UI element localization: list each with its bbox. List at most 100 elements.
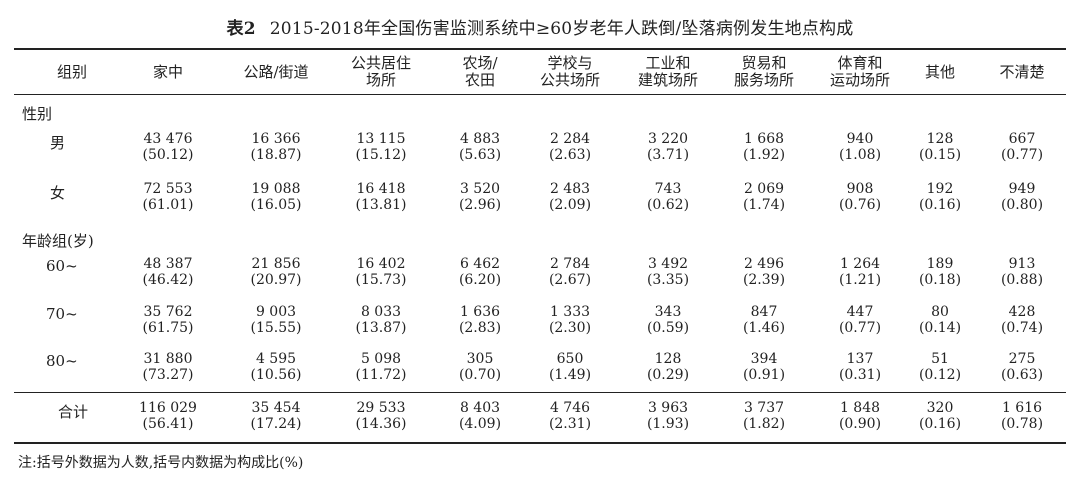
column-header: 公共居住 场所 xyxy=(350,54,411,89)
table-cell: 43 476 (50.12) xyxy=(118,131,218,163)
cell-percent: (15.12) xyxy=(355,147,407,163)
column-header: 组别 xyxy=(56,62,87,81)
cell-percent: (73.27) xyxy=(142,367,194,383)
table-cell: 80 (0.14) xyxy=(905,304,975,336)
table-cell: 29 533 (14.36) xyxy=(331,400,431,432)
table-cell: 1 333 (2.30) xyxy=(520,304,620,336)
table-cell: 3 737 (1.82) xyxy=(714,400,814,432)
cell-count: 650 xyxy=(556,351,584,367)
table-cell: 9 003 (15.55) xyxy=(221,304,331,336)
table-cell: 908 (0.76) xyxy=(810,181,910,213)
cell-count: 2 284 xyxy=(549,131,591,147)
cell-count: 913 xyxy=(1008,256,1036,272)
table-cell: 31 880 (73.27) xyxy=(118,351,218,383)
table-cell: 940 (1.08) xyxy=(810,131,910,163)
cell-percent: (3.35) xyxy=(646,272,690,288)
row-label: 80~ xyxy=(46,352,78,370)
cell-percent: (0.78) xyxy=(1000,416,1044,432)
cell-count: 3 492 xyxy=(647,256,689,272)
cell-count: 343 xyxy=(654,304,682,320)
cell-count: 847 xyxy=(750,304,778,320)
cell-percent: (61.75) xyxy=(142,320,194,336)
table-cell: 48 387 (46.42) xyxy=(118,256,218,288)
cell-percent: (0.16) xyxy=(918,197,962,213)
table-cell: 5 098 (11.72) xyxy=(331,351,431,383)
table-cell: 847 (1.46) xyxy=(714,304,814,336)
cell-count: 3 220 xyxy=(647,131,689,147)
cell-percent: (0.74) xyxy=(1000,320,1044,336)
cell-count: 447 xyxy=(846,304,874,320)
cell-percent: (11.72) xyxy=(355,367,407,383)
cell-count: 9 003 xyxy=(255,304,297,320)
cell-count: 743 xyxy=(654,181,682,197)
cell-percent: (0.80) xyxy=(1000,197,1044,213)
section-gender: 性别 xyxy=(22,105,53,123)
table-cell: 8 033 (13.87) xyxy=(331,304,431,336)
cell-percent: (0.90) xyxy=(838,416,882,432)
cell-percent: (13.87) xyxy=(355,320,407,336)
table-cell: 4 746 (2.31) xyxy=(520,400,620,432)
table-cell: 3 520 (2.96) xyxy=(435,181,525,213)
cell-percent: (1.74) xyxy=(742,197,786,213)
cell-count: 16 418 xyxy=(356,181,406,197)
cell-percent: (1.93) xyxy=(646,416,690,432)
cell-percent: (16.05) xyxy=(250,197,302,213)
table-cell: 128 (0.15) xyxy=(905,131,975,163)
table-note: 注:括号外数据为人数,括号内数据为构成比(%) xyxy=(18,455,304,471)
cell-count: 4 595 xyxy=(255,351,297,367)
table-cell: 116 029 (56.41) xyxy=(118,400,218,432)
cell-percent: (2.67) xyxy=(548,272,592,288)
cell-percent: (2.96) xyxy=(458,197,502,213)
cell-percent: (0.70) xyxy=(458,367,502,383)
cell-count: 1 264 xyxy=(839,256,881,272)
table-cell: 949 (0.80) xyxy=(977,181,1067,213)
table-cell: 743 (0.62) xyxy=(618,181,718,213)
total-rule xyxy=(14,392,1066,393)
column-header: 工业和 建筑场所 xyxy=(637,54,698,89)
cell-percent: (0.12) xyxy=(918,367,962,383)
table-cell: 16 366 (18.87) xyxy=(221,131,331,163)
cell-count: 428 xyxy=(1008,304,1036,320)
cell-percent: (0.31) xyxy=(838,367,882,383)
table-cell: 428 (0.74) xyxy=(977,304,1067,336)
cell-percent: (0.77) xyxy=(1000,147,1044,163)
column-header: 不清楚 xyxy=(999,62,1045,81)
cell-percent: (6.20) xyxy=(458,272,502,288)
table-cell: 1 848 (0.90) xyxy=(810,400,910,432)
cell-count: 189 xyxy=(926,256,954,272)
cell-count: 16 402 xyxy=(356,256,406,272)
table-cell: 35 454 (17.24) xyxy=(221,400,331,432)
cell-percent: (20.97) xyxy=(250,272,302,288)
cell-percent: (2.39) xyxy=(742,272,786,288)
row-label: 70~ xyxy=(46,305,78,323)
cell-count: 4 746 xyxy=(549,400,591,416)
cell-percent: (0.59) xyxy=(646,320,690,336)
cell-percent: (2.63) xyxy=(548,147,592,163)
cell-count: 3 520 xyxy=(459,181,501,197)
cell-percent: (15.73) xyxy=(355,272,407,288)
cell-count: 8 033 xyxy=(360,304,402,320)
cell-count: 116 029 xyxy=(139,400,197,416)
cell-percent: (0.16) xyxy=(918,416,962,432)
cell-count: 305 xyxy=(466,351,494,367)
cell-count: 1 668 xyxy=(743,131,785,147)
cell-count: 48 387 xyxy=(143,256,193,272)
table-cell: 137 (0.31) xyxy=(810,351,910,383)
cell-percent: (56.41) xyxy=(142,416,194,432)
cell-percent: (61.01) xyxy=(142,197,194,213)
table-cell: 650 (1.49) xyxy=(520,351,620,383)
cell-percent: (0.88) xyxy=(1000,272,1044,288)
cell-count: 1 636 xyxy=(459,304,501,320)
table-cell: 3 963 (1.93) xyxy=(618,400,718,432)
cell-percent: (0.77) xyxy=(838,320,882,336)
table-cell: 21 856 (20.97) xyxy=(221,256,331,288)
cell-count: 320 xyxy=(926,400,954,416)
cell-count: 2 496 xyxy=(743,256,785,272)
table-cell: 2 069 (1.74) xyxy=(714,181,814,213)
table-cell: 1 668 (1.92) xyxy=(714,131,814,163)
cell-percent: (0.18) xyxy=(918,272,962,288)
column-header: 农场/农田 xyxy=(462,54,498,89)
cell-count: 43 476 xyxy=(143,131,193,147)
table-cell: 667 (0.77) xyxy=(977,131,1067,163)
cell-count: 192 xyxy=(926,181,954,197)
